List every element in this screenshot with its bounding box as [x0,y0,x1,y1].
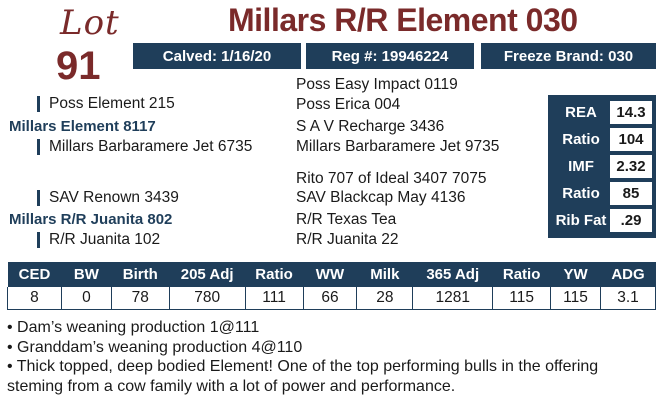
table-cell: 78 [110,287,170,310]
carcass-label: IMF [568,158,594,175]
registration-number: Reg #: 19946224 [306,43,474,69]
carcass-label: REA [565,104,597,121]
table-cell: 111 [244,287,304,310]
table-cell: 780 [168,287,246,310]
dam-dam-sire: R/R Texas Tea [296,211,397,228]
carcass-value: 104 [610,128,652,151]
sire-sire-dam: Poss Erica 004 [296,96,401,113]
note-item: • Granddam’s weaning production 4@110 [7,338,303,356]
dam-sire-sire: Rito 707 of Ideal 3407 7075 [296,170,487,187]
table-cell: 115 [492,287,552,310]
column-header: Ratio [492,262,551,287]
dam-dam-dam: R/R Juanita 22 [296,231,399,248]
column-header: 365 Adj [412,262,493,287]
carcass-row: Ratio 104 [552,126,652,153]
dam-dam: R/R Juanita 102 [37,232,160,248]
dam-sire-dam: SAV Blackcap May 4136 [296,189,466,206]
column-header: YW [550,262,601,287]
carcass-row: REA 14.3 [552,99,652,126]
carcass-label: Rib Fat [555,212,607,229]
table-cell: 28 [356,287,414,310]
column-header: Milk [356,262,413,287]
carcass-value: 14.3 [610,101,652,124]
column-header: BW [61,262,112,287]
table-cell: 1281 [412,287,494,310]
performance-table: CED BW Birth 205 Adj Ratio WW Milk 365 A… [7,262,657,310]
carcass-value: .29 [610,209,652,232]
carcass-row: Ratio 85 [552,180,652,207]
note-item: • Dam’s weaning production 1@111 [7,319,260,336]
carcass-data-box: REA 14.3 Ratio 104 IMF 2.32 Ratio 85 Rib… [548,95,656,238]
sire-dam: Millars Barbaramere Jet 6735 [37,139,252,155]
sire: Millars Element 8117 [9,118,156,135]
column-header: Ratio [245,262,303,287]
table-cell: 0 [60,287,112,310]
table-cell: 115 [550,287,601,310]
freeze-brand: Freeze Brand: 030 [481,43,656,69]
performance-header-row: CED BW Birth 205 Adj Ratio WW Milk 365 A… [7,262,656,287]
sire-dam-sire: S A V Recharge 3436 [296,118,445,135]
carcass-label: Ratio [562,185,600,202]
dam-sire: SAV Renown 3439 [37,190,179,206]
sire-dam-dam: Millars Barbaramere Jet 9735 [296,138,500,155]
sire-sire-sire: Poss Easy Impact 0119 [296,76,458,93]
performance-value-row: 8 0 78 780 111 66 28 1281 115 115 3.1 [7,287,657,310]
calved-date: Calved: 1/16/20 [133,43,301,69]
sire-sire: Poss Element 215 [37,96,175,112]
carcass-row: IMF 2.32 [552,153,652,180]
note-item: • Thick topped, deep bodied Element! One… [7,358,599,395]
carcass-row: Rib Fat .29 [552,207,652,234]
column-header: ADG [600,262,656,287]
notes: • Dam’s weaning production 1@111 • Grand… [7,318,657,396]
carcass-value: 85 [610,182,652,205]
lot-label: Lot [60,3,120,43]
carcass-label: Ratio [562,131,600,148]
column-header: 205 Adj [169,262,246,287]
table-cell: 8 [7,287,62,310]
dam: Millars R/R Juanita 802 [9,211,173,228]
table-cell: 66 [302,287,358,310]
carcass-value: 2.32 [610,155,652,178]
column-header: CED [7,262,62,287]
column-header: Birth [111,262,170,287]
table-cell: 3.1 [599,287,657,310]
lot-number: 91 [56,44,101,88]
animal-name: Millars R/R Element 030 [228,2,578,38]
column-header: WW [303,262,357,287]
